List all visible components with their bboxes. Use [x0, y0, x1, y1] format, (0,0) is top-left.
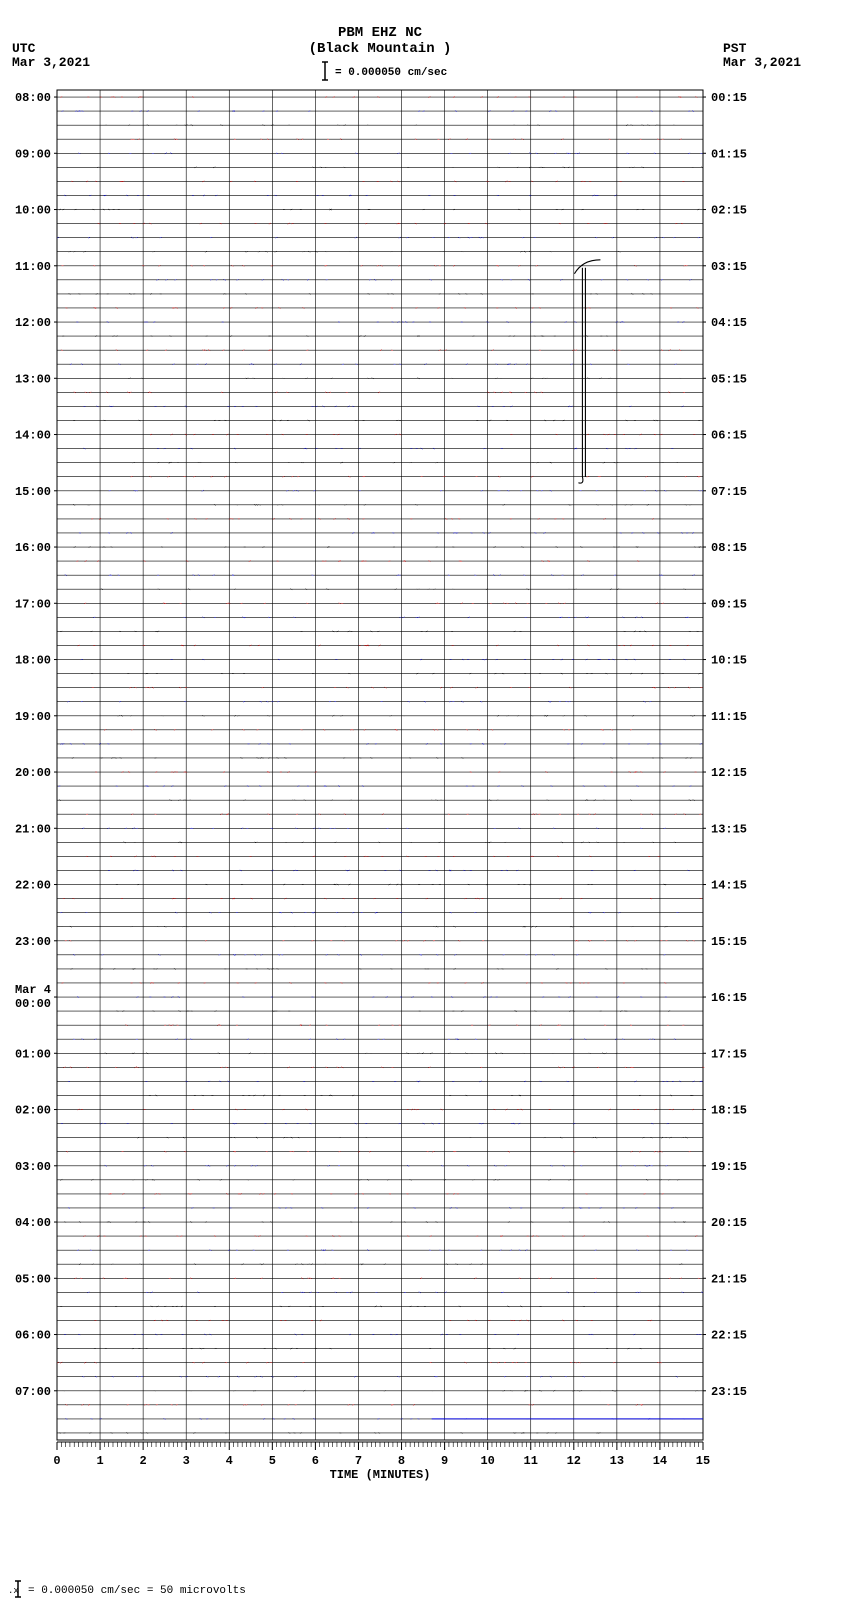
left-time-label: 20:00 — [15, 766, 51, 780]
left-time-label: 23:00 — [15, 935, 51, 949]
seismogram-chart: PBM EHZ NC(Black Mountain ) = 0.000050 cm… — [0, 0, 850, 1613]
x-tick-label: 8 — [398, 1454, 405, 1468]
x-tick-label: 0 — [53, 1454, 60, 1468]
left-time-label: 13:00 — [15, 372, 51, 386]
right-time-label: 06:15 — [711, 429, 747, 443]
left-time-label: 04:00 — [15, 1216, 51, 1230]
left-time-label: Mar 4 — [15, 983, 51, 997]
x-axis-label: TIME (MINUTES) — [330, 1468, 431, 1482]
left-time-label: 08:00 — [15, 91, 51, 105]
left-time-label: 17:00 — [15, 597, 51, 611]
left-time-label: 07:00 — [15, 1385, 51, 1399]
left-time-label: 16:00 — [15, 541, 51, 555]
right-time-label: 03:15 — [711, 260, 747, 274]
x-tick-label: 11 — [524, 1454, 538, 1468]
right-time-label: 08:15 — [711, 541, 747, 555]
right-time-label: 02:15 — [711, 204, 747, 218]
right-time-label: 12:15 — [711, 766, 747, 780]
left-time-label: 06:00 — [15, 1329, 51, 1343]
x-tick-label: 13 — [610, 1454, 624, 1468]
right-time-label: 22:15 — [711, 1329, 747, 1343]
left-time-label: 11:00 — [15, 260, 51, 274]
x-tick-label: 15 — [696, 1454, 710, 1468]
x-tick-label: 2 — [140, 1454, 147, 1468]
right-timezone: PST — [723, 41, 747, 56]
left-time-label: 18:00 — [15, 654, 51, 668]
station-subtitle: (Black Mountain ) — [309, 41, 452, 57]
x-tick-label: 4 — [226, 1454, 233, 1468]
left-time-label: 10:00 — [15, 204, 51, 218]
left-time-label: 02:00 — [15, 1104, 51, 1118]
right-time-label: 10:15 — [711, 654, 747, 668]
right-time-label: 16:15 — [711, 991, 747, 1005]
left-time-label: 19:00 — [15, 710, 51, 724]
right-date: Mar 3,2021 — [723, 55, 801, 70]
x-tick-label: 12 — [567, 1454, 581, 1468]
left-time-label: 03:00 — [15, 1160, 51, 1174]
station-title: PBM EHZ NC — [338, 25, 423, 41]
right-time-label: 04:15 — [711, 316, 747, 330]
right-time-label: 09:15 — [711, 597, 747, 611]
right-time-label: 07:15 — [711, 485, 747, 499]
right-time-label: 11:15 — [711, 710, 747, 724]
right-time-label: 15:15 — [711, 935, 747, 949]
left-date: Mar 3,2021 — [12, 55, 90, 70]
left-time-label: 22:00 — [15, 879, 51, 893]
scale-label: = 0.000050 cm/sec — [335, 67, 447, 79]
left-time-label: 15:00 — [15, 485, 51, 499]
x-tick-label: 14 — [653, 1454, 667, 1468]
left-time-label: 01:00 — [15, 1047, 51, 1061]
background — [0, 0, 850, 1613]
left-time-label: 21:00 — [15, 822, 51, 836]
x-tick-label: 5 — [269, 1454, 276, 1468]
left-time-label: 14:00 — [15, 429, 51, 443]
left-time-label: 05:00 — [15, 1272, 51, 1286]
right-time-label: 20:15 — [711, 1216, 747, 1230]
right-time-label: 00:15 — [711, 91, 747, 105]
footnote-text: = 0.000050 cm/sec = 50 microvolts — [28, 1585, 246, 1597]
left-timezone: UTC — [12, 41, 36, 56]
x-tick-label: 3 — [183, 1454, 190, 1468]
x-tick-label: 9 — [441, 1454, 448, 1468]
right-time-label: 17:15 — [711, 1047, 747, 1061]
x-tick-label: 1 — [96, 1454, 103, 1468]
right-time-label: 23:15 — [711, 1385, 747, 1399]
left-time-label: 00:00 — [15, 997, 51, 1011]
left-time-label: 09:00 — [15, 147, 51, 161]
x-tick-label: 7 — [355, 1454, 362, 1468]
x-tick-label: 10 — [480, 1454, 494, 1468]
right-time-label: 13:15 — [711, 822, 747, 836]
right-time-label: 19:15 — [711, 1160, 747, 1174]
right-time-label: 05:15 — [711, 372, 747, 386]
right-time-label: 18:15 — [711, 1104, 747, 1118]
footnote-prefix: .x — [8, 1586, 19, 1596]
left-time-label: 12:00 — [15, 316, 51, 330]
right-time-label: 14:15 — [711, 879, 747, 893]
right-time-label: 01:15 — [711, 147, 747, 161]
x-tick-label: 6 — [312, 1454, 319, 1468]
right-time-label: 21:15 — [711, 1272, 747, 1286]
